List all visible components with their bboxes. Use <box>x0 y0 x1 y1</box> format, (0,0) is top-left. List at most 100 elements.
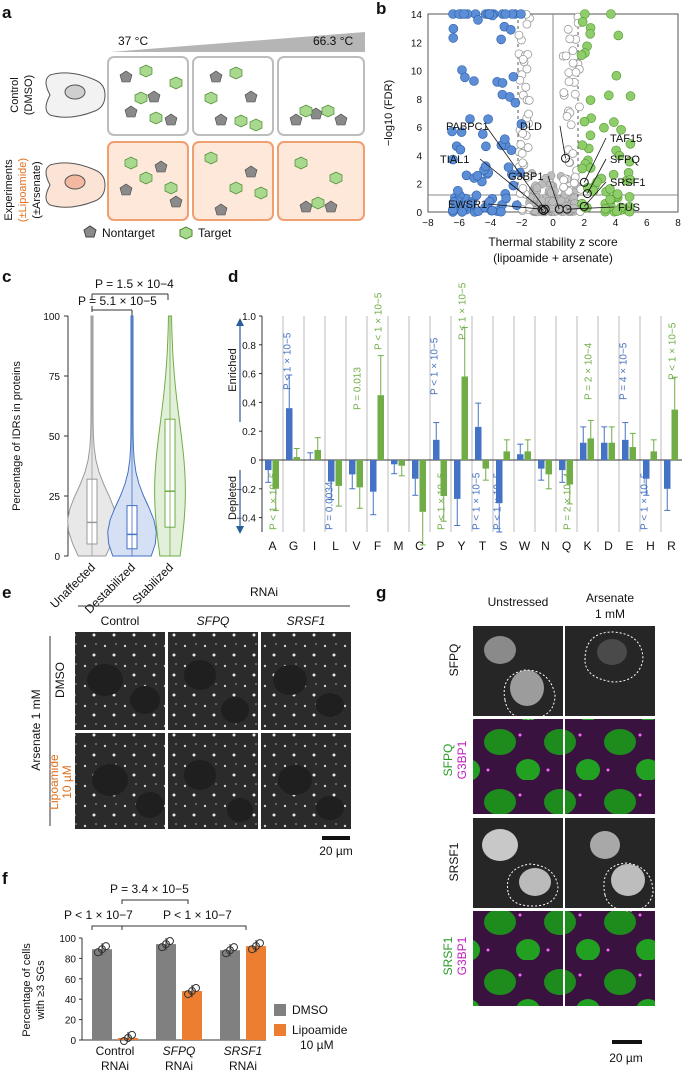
violin-y-tick: 25 <box>49 492 61 503</box>
volcano-annotation: PABPC1 <box>446 121 489 133</box>
residue-bar <box>433 439 440 460</box>
volcano-y-tick: 6 <box>416 123 422 134</box>
nontarget-legend-icon <box>83 225 97 238</box>
f-legend-lipo-swatch <box>274 1024 286 1036</box>
volcano-xlabel-2: (lipoamide + arsenate) <box>493 251 613 265</box>
violin-y-tick: 50 <box>49 432 61 443</box>
volcano-point-destabilized <box>453 185 463 196</box>
volcano-point-stabilized <box>609 117 619 127</box>
control-tube-3 <box>277 56 365 136</box>
f-y-tick: 20 <box>65 1016 77 1027</box>
volcano-point-stabilized <box>605 184 615 194</box>
residue-bar <box>580 442 587 460</box>
volcano-point-stabilized <box>585 163 596 173</box>
volcano-point-stabilized <box>579 116 590 127</box>
volcano-point-neutral <box>571 67 581 77</box>
g-srsf1-g3bp1-unstressed <box>473 911 563 1006</box>
target-legend-icon <box>179 226 193 240</box>
volcano-point-neutral <box>565 34 575 44</box>
residue-bar <box>629 447 636 460</box>
volcano-point-neutral <box>561 51 571 61</box>
volcano-point-stabilized <box>585 130 596 141</box>
volcano-y-tick: 2 <box>416 180 422 191</box>
panel-a-label: a <box>2 3 12 22</box>
f-bar <box>92 949 112 1040</box>
volcano-point-destabilized <box>508 71 519 82</box>
f-group-label-2: RNAi <box>165 1059 193 1073</box>
f-y-tick: 40 <box>65 995 77 1006</box>
volcano-point-neutral <box>575 102 584 112</box>
e-col-srsf1: SRSF1 <box>287 614 326 628</box>
volcano-point-neutral <box>514 30 524 40</box>
f-y-tick: 80 <box>65 954 77 965</box>
panel-g-label: g <box>376 583 386 602</box>
f-p2: P = 3.4 × 10−5 <box>110 882 189 896</box>
volcano-annotation-circle <box>561 153 570 163</box>
depleted-label: Depleted <box>227 476 239 520</box>
residue-bar <box>643 460 650 479</box>
g-row-sfpq: SFPQ <box>447 644 461 677</box>
panel-g: g Unstressed Arsenate 1 mM SFPQ SFPQ G3B… <box>376 583 655 1065</box>
f-legend-lipo-2: 10 µM <box>300 1038 334 1052</box>
residue-bar <box>545 460 552 475</box>
residue-y-tick: 1.0 <box>242 312 256 323</box>
volcano-point-destabilized <box>469 76 479 86</box>
volcano-point-destabilized <box>466 199 477 209</box>
volcano-point-destabilized <box>460 72 470 83</box>
residue-label: C <box>415 539 424 553</box>
control-nucleus-icon <box>64 84 86 100</box>
volcano-point-stabilized <box>577 17 588 27</box>
volcano-point-destabilized <box>447 126 457 137</box>
row1-label-2: (DMSO) <box>23 75 35 115</box>
volcano-point-neutral <box>524 95 534 105</box>
legend-nontarget: Nontarget <box>102 226 155 240</box>
violins <box>67 315 186 557</box>
residue-label: Y <box>457 539 465 553</box>
volcano-annotation-line <box>567 206 615 210</box>
g-scale-bar <box>612 1040 642 1044</box>
e-nuclei <box>87 660 344 822</box>
volcano-x-tick: −6 <box>454 218 466 229</box>
residue-bar <box>349 460 356 475</box>
f-p3: P < 1 × 10−7 <box>163 908 232 922</box>
residue-y-tick: 0.6 <box>242 370 256 381</box>
volcano-x-tick: −4 <box>485 218 497 229</box>
residue-y-tick: 0 <box>250 456 256 467</box>
panel-a: a 37 °C 66.3 °C Control (DMSO) Experimen… <box>2 3 365 240</box>
volcano-point-destabilized <box>506 24 516 35</box>
e-scale-bar <box>322 836 350 840</box>
residue-label: H <box>646 539 655 553</box>
volcano-point-destabilized <box>487 205 498 216</box>
residue-bar <box>559 460 566 471</box>
volcano-annotation-circle <box>579 201 589 211</box>
volcano-point-neutral <box>524 109 533 119</box>
volcano-xlabel-1: Thermal stability z score <box>488 235 618 249</box>
residue-bar <box>328 460 335 482</box>
f-y-tick: 0 <box>70 1036 76 1047</box>
e-col-sfpq: SFPQ <box>197 614 230 628</box>
volcano-point-stabilized <box>585 29 595 39</box>
f-data-point <box>166 937 174 946</box>
residue-bar <box>356 460 363 488</box>
residue-pvalues: P < 1 × 10−5 P < 1 × 10−5 P = 0.0034 P = 0.… <box>269 282 679 530</box>
residue-bars <box>265 327 678 546</box>
panel-c-label: c <box>2 267 11 286</box>
volcano-point-destabilized <box>477 129 488 139</box>
g-srsf1-arsenate <box>565 818 655 908</box>
volcano-point-neutral <box>568 58 578 68</box>
volcano-point-neutral <box>521 82 531 92</box>
residue-bar <box>650 451 657 460</box>
volcano-annotation: FUS <box>618 202 640 214</box>
volcano-point-destabilized <box>501 193 511 204</box>
residue-pvalue: P < 1 × 10−5 <box>437 472 448 530</box>
residue-pvalue: P < 1 × 10−5 <box>668 322 679 380</box>
residue-pvalue: P = 0.0034 <box>324 481 335 530</box>
volcano-point-stabilized <box>608 169 619 180</box>
residue-label: I <box>313 539 316 553</box>
temp-low-label: 37 °C <box>118 34 148 48</box>
residue-bar <box>671 409 678 460</box>
residue-label: N <box>541 539 550 553</box>
residue-pvalue: P = 0.013 <box>353 367 364 410</box>
